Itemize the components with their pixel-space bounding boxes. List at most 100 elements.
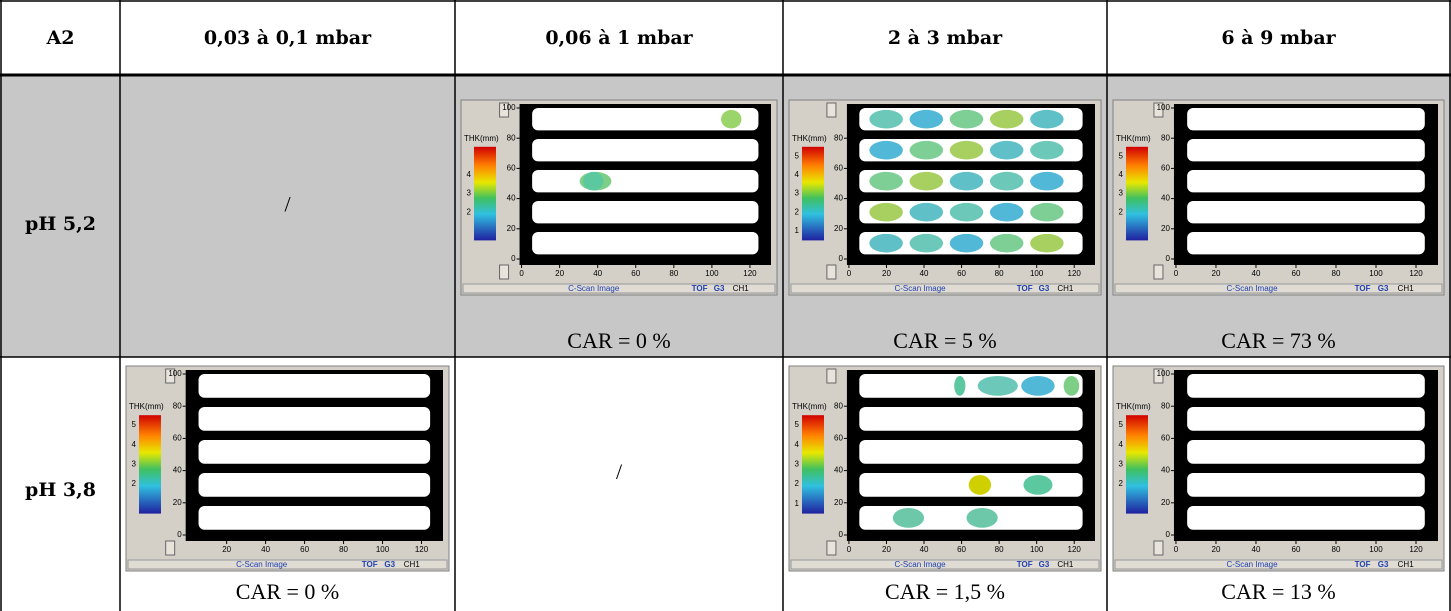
defect-spot [1030, 233, 1064, 253]
x-tick-label: 40 [1252, 545, 1261, 554]
y-tick-label: 80 [1161, 401, 1170, 410]
defect-spot [869, 140, 903, 160]
thk-label: THK(mm) [1116, 402, 1151, 411]
scroll-button [826, 264, 837, 280]
sample-strip [532, 170, 759, 193]
x-tick-label: 100 [1030, 269, 1044, 278]
y-tick-label: 20 [507, 224, 516, 233]
sample-strip [198, 506, 431, 530]
sample-strip [532, 108, 759, 131]
defect-spot [583, 171, 604, 191]
defect-spot [1021, 375, 1055, 396]
y-tick-label: 40 [1161, 194, 1170, 203]
color-bar [1126, 415, 1148, 514]
y-tick-label: 20 [834, 224, 843, 233]
scroll-button [1153, 102, 1164, 118]
defect-spot [869, 233, 903, 253]
g3-label: G3 [1039, 284, 1050, 293]
color-tick-label: 3 [795, 189, 800, 198]
defect-spot [977, 375, 1018, 396]
status-bar [462, 283, 776, 294]
scan-caption: C-Scan Image [1226, 284, 1278, 293]
g3-label: G3 [1039, 560, 1050, 569]
row-label: pH 5,2 [25, 213, 96, 235]
y-tick-label: 60 [834, 434, 843, 443]
sample-strip [198, 473, 431, 497]
status-bar [1114, 559, 1443, 570]
x-tick-label: 80 [339, 545, 348, 554]
car-value: CAR = 73 % [1221, 328, 1335, 353]
defect-spot [721, 109, 742, 129]
color-tick-label: 3 [1119, 189, 1124, 198]
header-cell: 0,06 à 1 mbar [545, 27, 693, 49]
c-scan-image: THK(mm) 2 3 4 5 0 20 40 60 80 100 0 20 40 60 80 100 120 C-… [1112, 99, 1445, 296]
x-tick-label: 120 [415, 545, 429, 554]
y-tick-label: 100 [168, 369, 182, 378]
defect-spot [989, 109, 1024, 129]
c-scan-image: THK(mm) 2 3 4 5 0 20 40 60 80 100 20 40 60 80 100 120 C-S… [125, 365, 450, 572]
color-bar [802, 146, 824, 241]
x-tick-label: 60 [300, 545, 309, 554]
defect-spot [909, 109, 944, 129]
x-tick-label: 80 [1332, 269, 1341, 278]
color-tick-label: 3 [132, 460, 137, 469]
defect-spot [949, 233, 984, 253]
x-tick-label: 60 [1292, 269, 1301, 278]
scroll-button [826, 102, 837, 118]
row-label: pH 3,8 [25, 479, 96, 501]
color-tick-label: 5 [1119, 420, 1124, 429]
defect-spot [1030, 140, 1064, 160]
ch-label: CH1 [733, 284, 750, 293]
y-tick-label: 20 [1161, 224, 1170, 233]
y-tick-label: 0 [1166, 254, 1171, 263]
sample-strip [1187, 232, 1425, 255]
ch-label: CH1 [1057, 284, 1074, 293]
car-value: CAR = 13 % [1221, 579, 1335, 604]
defect-spot [989, 171, 1024, 191]
scan-caption: C-Scan Image [1226, 560, 1278, 569]
color-tick-label: 1 [795, 499, 800, 508]
thk-label: THK(mm) [792, 134, 827, 143]
x-tick-label: 120 [1068, 269, 1082, 278]
y-tick-label: 20 [173, 498, 182, 507]
scroll-button [499, 264, 510, 280]
x-tick-label: 60 [957, 269, 966, 278]
x-tick-label: 20 [882, 545, 891, 554]
defect-spot [1030, 202, 1064, 222]
color-tick-label: 2 [467, 207, 472, 216]
color-tick-label: 4 [1119, 440, 1124, 449]
scroll-button [165, 540, 176, 556]
y-tick-label: 40 [834, 194, 843, 203]
header-cell: 2 à 3 mbar [888, 27, 1003, 49]
thk-label: THK(mm) [792, 402, 827, 411]
sample-strip [1187, 108, 1425, 131]
ch-label: CH1 [1057, 560, 1074, 569]
defect-spot [909, 202, 944, 222]
x-tick-label: 60 [957, 545, 966, 554]
color-tick-label: 4 [467, 170, 472, 179]
y-tick-label: 60 [834, 164, 843, 173]
tof-label: TOF [1355, 560, 1371, 569]
x-tick-label: 120 [1409, 545, 1423, 554]
color-tick-label: 4 [795, 170, 800, 179]
color-tick-label: 1 [795, 226, 800, 235]
scroll-button [165, 368, 176, 384]
status-bar [790, 283, 1100, 294]
color-tick-label: 4 [1119, 170, 1124, 179]
x-tick-label: 80 [669, 269, 678, 278]
x-tick-label: 80 [1332, 545, 1341, 554]
x-tick-label: 120 [1068, 545, 1082, 554]
sample-strip [1187, 139, 1425, 162]
sample-strip [532, 201, 759, 224]
color-tick-label: 3 [467, 189, 472, 198]
x-tick-label: 20 [222, 545, 231, 554]
tof-label: TOF [1017, 560, 1033, 569]
color-tick-label: 5 [1119, 151, 1124, 160]
defect-spot [989, 140, 1024, 160]
header-cell: 6 à 9 mbar [1221, 27, 1336, 49]
scroll-button [499, 102, 510, 118]
g3-label: G3 [1378, 560, 1389, 569]
scan-caption: C-Scan Image [236, 560, 288, 569]
